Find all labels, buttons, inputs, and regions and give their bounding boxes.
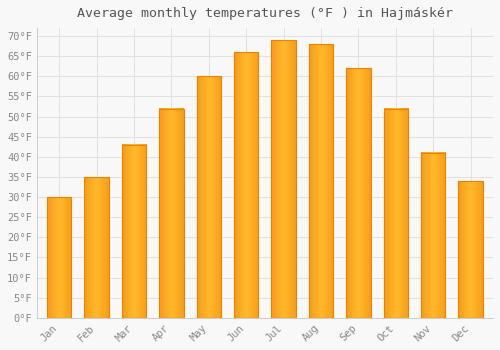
Bar <box>272 40 296 318</box>
Bar <box>458 181 483 318</box>
Bar <box>196 76 221 318</box>
Bar <box>234 52 258 318</box>
Bar <box>47 197 72 318</box>
Bar <box>160 108 184 318</box>
Bar <box>84 177 109 318</box>
Bar <box>346 68 370 318</box>
Bar <box>309 44 333 318</box>
Title: Average monthly temperatures (°F ) in Hajmáskér: Average monthly temperatures (°F ) in Ha… <box>77 7 453 20</box>
Bar <box>122 145 146 318</box>
Bar <box>421 153 446 318</box>
Bar <box>384 108 408 318</box>
